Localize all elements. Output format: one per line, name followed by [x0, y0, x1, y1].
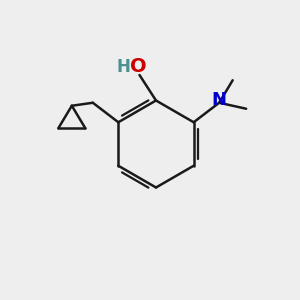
Text: N: N: [212, 91, 227, 109]
Text: O: O: [130, 57, 146, 76]
Text: H: H: [117, 58, 131, 76]
